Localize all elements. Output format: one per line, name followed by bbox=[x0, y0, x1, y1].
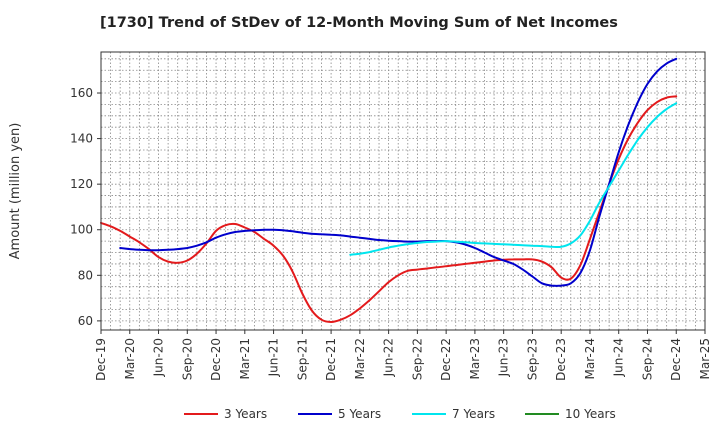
x-tick-label: Sep-20 bbox=[180, 338, 194, 380]
x-tick-label: Mar-22 bbox=[353, 338, 367, 379]
series-line-7-years bbox=[349, 102, 678, 256]
x-tick-label: Mar-23 bbox=[468, 338, 482, 379]
x-tick-label: Mar-21 bbox=[238, 338, 252, 379]
y-tick-label: 140 bbox=[70, 132, 93, 146]
legend: 3 Years 5 Years 7 Years 10 Years bbox=[184, 407, 616, 421]
x-tick-label: Jun-24 bbox=[612, 338, 626, 377]
legend-label-5-years: 5 Years bbox=[338, 407, 381, 421]
x-tick-label: Jun-21 bbox=[267, 338, 281, 377]
series-line-3-years bbox=[100, 95, 678, 323]
y-tick-label: 80 bbox=[78, 268, 93, 282]
x-tick-label: Mar-24 bbox=[583, 338, 597, 379]
x-tick-label: Sep-24 bbox=[640, 338, 654, 380]
y-tick-label: 100 bbox=[70, 223, 93, 237]
series-line-5-years bbox=[119, 57, 678, 287]
x-tick-label: Dec-22 bbox=[439, 338, 453, 381]
legend-label-10-years: 10 Years bbox=[565, 407, 616, 421]
y-tick-label: 120 bbox=[70, 177, 93, 191]
axes: 60 80 100 120 140 160 Dec-19 Mar-20 Jun-20 Sep-20… bbox=[8, 51, 712, 381]
x-tick-label: Sep-23 bbox=[525, 338, 539, 380]
x-tick-label: Jun-20 bbox=[152, 338, 166, 377]
x-tick-label: Sep-21 bbox=[295, 338, 309, 380]
x-tick-label: Jun-22 bbox=[382, 338, 396, 377]
y-axis-title: Amount (million yen) bbox=[8, 123, 23, 260]
plot-frame bbox=[100, 51, 706, 331]
grid bbox=[100, 52, 706, 330]
y-tick-label: 160 bbox=[70, 86, 93, 100]
x-tick-label: Dec-24 bbox=[669, 338, 683, 381]
series-layer bbox=[100, 57, 678, 323]
y-tick-label: 60 bbox=[78, 314, 93, 328]
x-tick-label: Mar-20 bbox=[123, 338, 137, 379]
legend-label-3-years: 3 Years bbox=[224, 407, 267, 421]
x-tick-label: Dec-20 bbox=[209, 338, 223, 381]
legend-label-7-years: 7 Years bbox=[452, 407, 495, 421]
x-tick-label: Dec-21 bbox=[324, 338, 338, 381]
x-tick-label: Mar-25 bbox=[698, 338, 712, 379]
chart-title: [1730] Trend of StDev of 12-Month Moving… bbox=[100, 15, 618, 31]
plot-area bbox=[101, 52, 705, 330]
x-tick-label: Sep-22 bbox=[410, 338, 424, 380]
x-tick-label: Jun-23 bbox=[497, 338, 511, 377]
x-tick-label: Dec-19 bbox=[94, 338, 108, 381]
x-tick-label: Dec-23 bbox=[554, 338, 568, 381]
